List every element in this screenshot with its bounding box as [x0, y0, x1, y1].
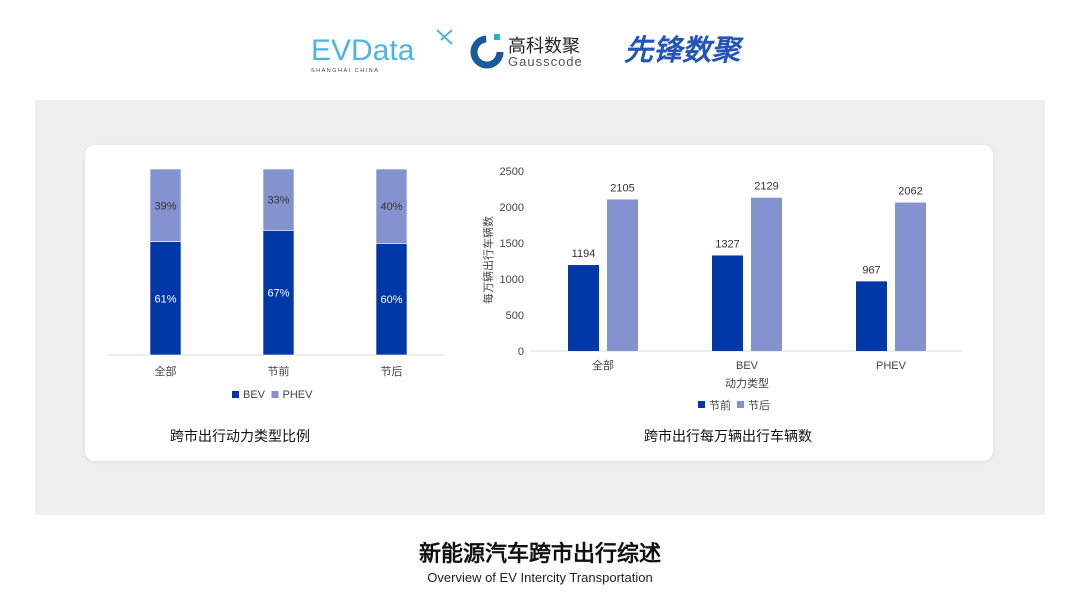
data-label: 967	[862, 264, 880, 276]
evdata-logo-sub: SHANGHAI CHINA	[311, 68, 379, 74]
y-tick-label: 2000	[500, 202, 524, 214]
data-label: 1194	[572, 248, 596, 260]
c2-title: 跨市出行每万辆出行车辆数	[644, 428, 812, 444]
data-label: 2105	[610, 182, 634, 194]
data-label: 40%	[380, 201, 402, 213]
bar-bev	[149, 241, 182, 356]
bar-after	[895, 202, 926, 351]
y-tick-label: 1500	[500, 238, 524, 250]
x-tick-label: 节后	[381, 365, 403, 378]
x-tick-label: 全部	[155, 364, 177, 378]
bar-before	[568, 265, 599, 351]
bar-after	[751, 197, 782, 351]
x-tick-label: 节前	[268, 364, 290, 378]
x-tick-label: 全部	[592, 358, 614, 372]
bar-after	[607, 199, 638, 351]
bar-before	[712, 255, 743, 351]
gausscode-logo: 高科数聚 Gausscode	[470, 34, 583, 69]
c2-xlabel: 动力类型	[725, 376, 769, 390]
legend-label: 节后	[748, 399, 770, 412]
y-tick-label: 500	[506, 310, 524, 322]
bar-before	[856, 281, 887, 351]
data-label: 39%	[154, 200, 176, 212]
data-label: 61%	[154, 293, 176, 305]
legend-label: 节前	[709, 398, 731, 412]
stacked-percent-chart: 跨市出行动力类型比例 61% 39% 全部 67% 33% 节前 60% 40% 节后 BEV PH…	[107, 168, 445, 444]
evdata-logo: EVData SHANGHAI CHINA	[311, 29, 453, 74]
data-label: 60%	[380, 294, 402, 306]
c1-title: 跨市出行动力类型比例	[170, 428, 310, 444]
legend-swatch	[232, 391, 239, 398]
x-tick-label: PHEV	[876, 360, 907, 372]
chart-card	[85, 145, 993, 461]
bar-phev	[262, 168, 295, 231]
bar-phev	[149, 168, 182, 242]
data-label: 2062	[898, 186, 922, 198]
xianfeng-logo: 先锋数聚	[624, 35, 744, 67]
gausscode-logo-cn: 高科数聚	[508, 36, 580, 56]
bar-phev	[375, 168, 408, 244]
gausscode-logo-en: Gausscode	[508, 54, 583, 69]
x-tick-label: BEV	[736, 360, 759, 372]
data-label: 2129	[754, 181, 778, 193]
data-label: 1327	[715, 238, 739, 250]
c2-ylabel: 每万辆出行车辆数	[481, 216, 495, 304]
page-title: 新能源汽车跨市出行综述	[418, 542, 661, 567]
legend-swatch	[698, 401, 705, 408]
data-label: 67%	[267, 288, 289, 300]
data-label: 33%	[267, 195, 289, 207]
y-tick-label: 0	[518, 346, 524, 358]
y-tick-label: 2500	[500, 166, 524, 178]
y-tick-label: 1000	[500, 274, 524, 286]
bar-bev	[262, 230, 295, 356]
legend-swatch	[737, 401, 744, 408]
legend-label: PHEV	[283, 389, 314, 401]
logos: EVData SHANGHAI CHINA 高科数聚 Gausscode 先锋数…	[311, 29, 744, 74]
page-subtitle: Overview of EV Intercity Transportation	[427, 570, 653, 585]
legend-swatch	[271, 391, 279, 398]
bar-bev	[375, 243, 408, 356]
legend-label: BEV	[243, 389, 266, 401]
bar-chart: 每万辆出行车辆数 动力类型 跨市出行每万辆出行车辆数 0 500 1000 1500 2…	[481, 166, 963, 444]
evdata-logo-text: EVData	[311, 34, 415, 67]
